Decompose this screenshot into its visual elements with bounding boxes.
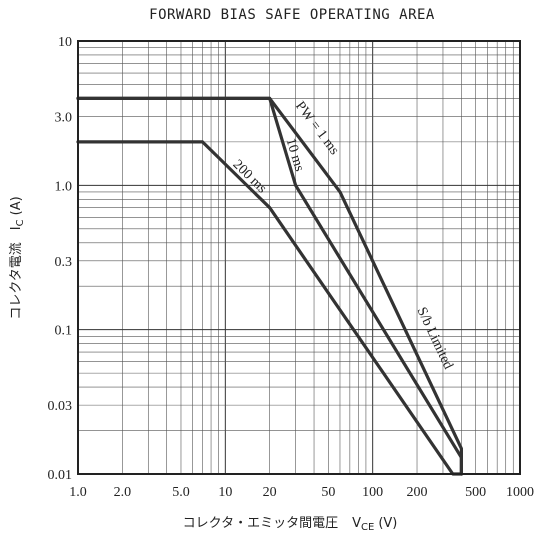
y-tick-label: 0.03: [48, 399, 73, 414]
x-tick-label: 200: [407, 485, 428, 500]
x-tick-label: 5.0: [172, 485, 190, 500]
y-axis-unit: (A): [9, 196, 24, 215]
x-tick-label: 10: [218, 485, 232, 500]
y-axis-symbol: I: [9, 226, 24, 230]
x-axis-symbol: V: [352, 516, 361, 531]
x-tick-labels: 1.0 2.0 5.0 10 20 50 100 200 500 1000: [69, 485, 534, 500]
y-axis-label: コレクタ電流 IC (A): [9, 196, 26, 319]
y-tick-label: 0.01: [48, 468, 73, 483]
x-tick-label: 1.0: [69, 485, 87, 500]
curve-label-pw200: 200 ms: [230, 157, 270, 196]
x-axis-subscript: CE: [361, 522, 374, 533]
x-tick-label: 100: [362, 485, 383, 500]
y-tick-label: 0.1: [55, 324, 73, 339]
soa-curve-pw10: [76, 96, 463, 476]
y-tick-labels: 10 3.0 1.0 0.3 0.1 0.03 0.01: [48, 35, 73, 483]
x-axis-label-text: コレクタ・エミッタ間電圧: [183, 516, 338, 531]
y-tick-label: 3.0: [55, 110, 73, 125]
y-axis-subscript: C: [15, 219, 26, 226]
x-tick-label: 2.0: [114, 485, 132, 500]
chart-title: FORWARD BIAS SAFE OPERATING AREA: [149, 7, 435, 23]
x-tick-label: 50: [321, 485, 335, 500]
x-axis-label: コレクタ・エミッタ間電圧 VCE (V): [183, 516, 398, 533]
y-tick-label: 10: [58, 35, 72, 50]
x-tick-label: 20: [263, 485, 277, 500]
x-tick-label: 500: [465, 485, 486, 500]
x-axis-unit: (V): [378, 516, 397, 531]
plot-frame: [77, 40, 521, 475]
y-tick-label: 1.0: [55, 179, 73, 194]
y-tick-label: 0.3: [55, 255, 73, 270]
x-tick-label: 1000: [506, 485, 534, 500]
y-axis-label-text: コレクタ電流: [9, 242, 24, 319]
